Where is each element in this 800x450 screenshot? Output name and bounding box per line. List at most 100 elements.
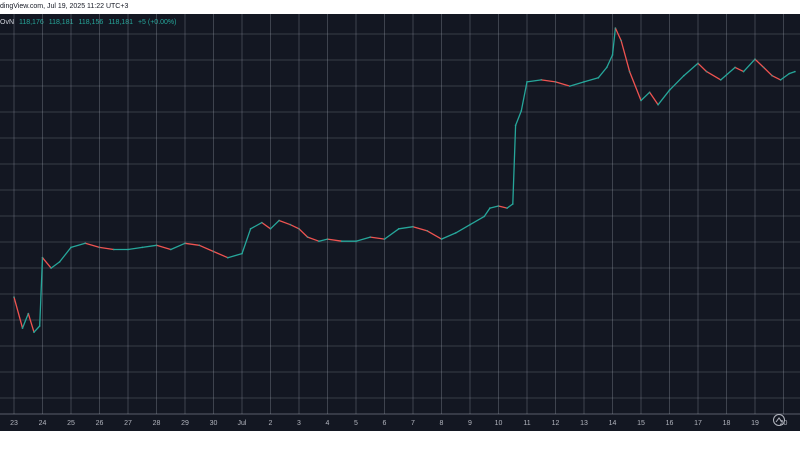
price-segment [614,27,622,42]
price-point [771,74,773,77]
price-point [326,238,329,241]
price-segment [455,224,471,234]
price-segment [84,242,101,249]
price-point [568,85,571,87]
price-segment [583,77,599,83]
price-segment [70,242,86,249]
price-point [212,250,215,253]
price-point [511,203,514,205]
price-point [648,91,651,94]
price-point [483,215,486,218]
tradingview-logo-icon [772,413,786,427]
x-tick-label: 28 [153,420,161,427]
price-point [526,81,528,83]
price-point [141,246,144,249]
ohlc-close: 118,181 [108,19,133,26]
price-point [668,89,671,92]
x-tick-label: 14 [609,420,617,427]
price-point [289,223,292,226]
price-plot[interactable]: 23 24 25 26 27 28 29 30 Jul 2 3 4 5 6 7 8 9 10 11 12 13 14 15 1… [0,14,800,431]
price-segment [298,228,309,238]
price-segment [520,81,528,112]
price-segment [668,75,685,91]
x-axis: 23 24 25 26 27 28 29 30 Jul 2 3 4 5 6 7 8 9 10 11 12 13 14 15 1… [10,420,787,427]
x-tick-label: 12 [552,420,560,427]
price-point [98,246,101,249]
price-point [84,242,87,245]
price-segment [306,236,320,242]
price-point [318,240,320,243]
x-tick-label: 16 [666,420,674,427]
price-segment [705,70,722,81]
price-series [13,27,796,334]
price-segment [657,89,671,106]
x-tick-label: 18 [723,420,731,427]
price-point [198,244,201,247]
price-segment [198,244,215,253]
price-point [155,244,158,247]
price-segment [788,70,796,75]
price-segment [170,242,186,251]
price-point [340,240,343,243]
x-tick-label: 23 [10,420,18,427]
price-segment [13,296,24,329]
price-segment [569,81,585,87]
x-tick-label: 29 [181,420,189,427]
price-point [640,99,642,102]
price-segment [426,230,443,240]
price-segment [620,39,631,73]
price-segment [754,58,765,69]
x-tick-label: 26 [96,420,104,427]
price-point [278,219,280,222]
ohlc-open: 118,176 [18,19,44,26]
x-tick-label: 13 [580,420,588,427]
price-segment [762,66,773,77]
price-point [742,70,745,73]
price-segment [227,252,243,259]
price-point [58,261,61,263]
price-point [70,246,72,249]
x-tick-label: 8 [440,420,444,427]
price-point [13,296,15,298]
price-point [754,58,756,61]
price-point [21,327,24,329]
price-segment [742,58,756,73]
ohlc-readout: OvN 118,176 118,181 118,156 118,181 +5 (… [0,17,179,29]
price-point [226,256,229,259]
price-segment [640,91,651,102]
price-point [497,205,500,207]
price-segment [512,124,517,205]
price-segment [21,312,29,329]
price-segment [141,244,158,249]
price-segment [33,325,41,333]
price-point [249,227,252,230]
price-point [355,240,357,243]
price-segment [58,246,72,263]
price-point [719,79,722,81]
price-segment [261,221,272,230]
x-tick-label: 25 [67,420,75,427]
price-point [454,232,457,234]
price-point [269,227,272,230]
price-point [540,79,543,81]
price-point [788,72,791,75]
x-tick-label: 4 [326,420,330,427]
price-point [38,325,41,327]
price-point [383,238,386,241]
price-segment [683,62,699,77]
price-segment [241,228,252,255]
price-segment [526,79,542,83]
price-point [440,238,443,241]
price-segment [412,226,428,232]
x-tick-label: 7 [411,420,415,427]
x-tick-label: 9 [468,420,472,427]
price-segment [278,219,292,226]
price-segment [184,242,200,246]
chart-header: dingView.com, Jul 19, 2025 11:22 UTC+3 [0,0,800,14]
price-point [794,70,796,73]
chart-panel[interactable]: OvN 118,176 118,181 118,156 118,181 +5 (… [0,14,800,431]
price-point [241,252,243,255]
price-point [184,242,186,245]
price-point [169,248,172,251]
price-point [734,66,736,69]
